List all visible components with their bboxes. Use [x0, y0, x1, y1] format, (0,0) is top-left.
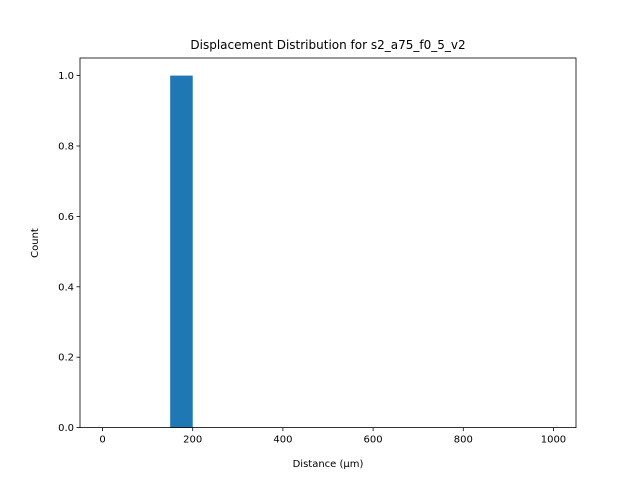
x-axis-label: Distance (μm): [293, 459, 364, 470]
y-axis-label: Count: [30, 228, 41, 258]
y-tick-label: 0.6: [58, 212, 74, 223]
plot-frame: [79, 57, 577, 429]
chart-title: Displacement Distribution for s2_a75_f0_…: [190, 38, 465, 52]
x-tick-label: 600: [364, 435, 383, 446]
x-tick-label: 1000: [541, 435, 566, 446]
y-tick-label: 1.0: [58, 71, 74, 82]
x-tick-label: 0: [99, 435, 105, 446]
x-tick-label: 400: [273, 435, 292, 446]
y-tick-label: 0.2: [58, 353, 74, 364]
x-tick-label: 200: [183, 435, 202, 446]
y-tick-label: 0.8: [58, 142, 74, 153]
y-tick-label: 0.4: [58, 282, 74, 293]
histogram-bar: [170, 75, 193, 428]
y-axis: 0.0 0.2 0.4 0.6 0.8 1.0: [58, 71, 80, 434]
bars: [170, 75, 193, 428]
x-tick-label: 800: [454, 435, 473, 446]
x-axis: 0 200 400 600 800 1000: [99, 427, 566, 446]
y-tick-label: 0.0: [58, 423, 74, 434]
